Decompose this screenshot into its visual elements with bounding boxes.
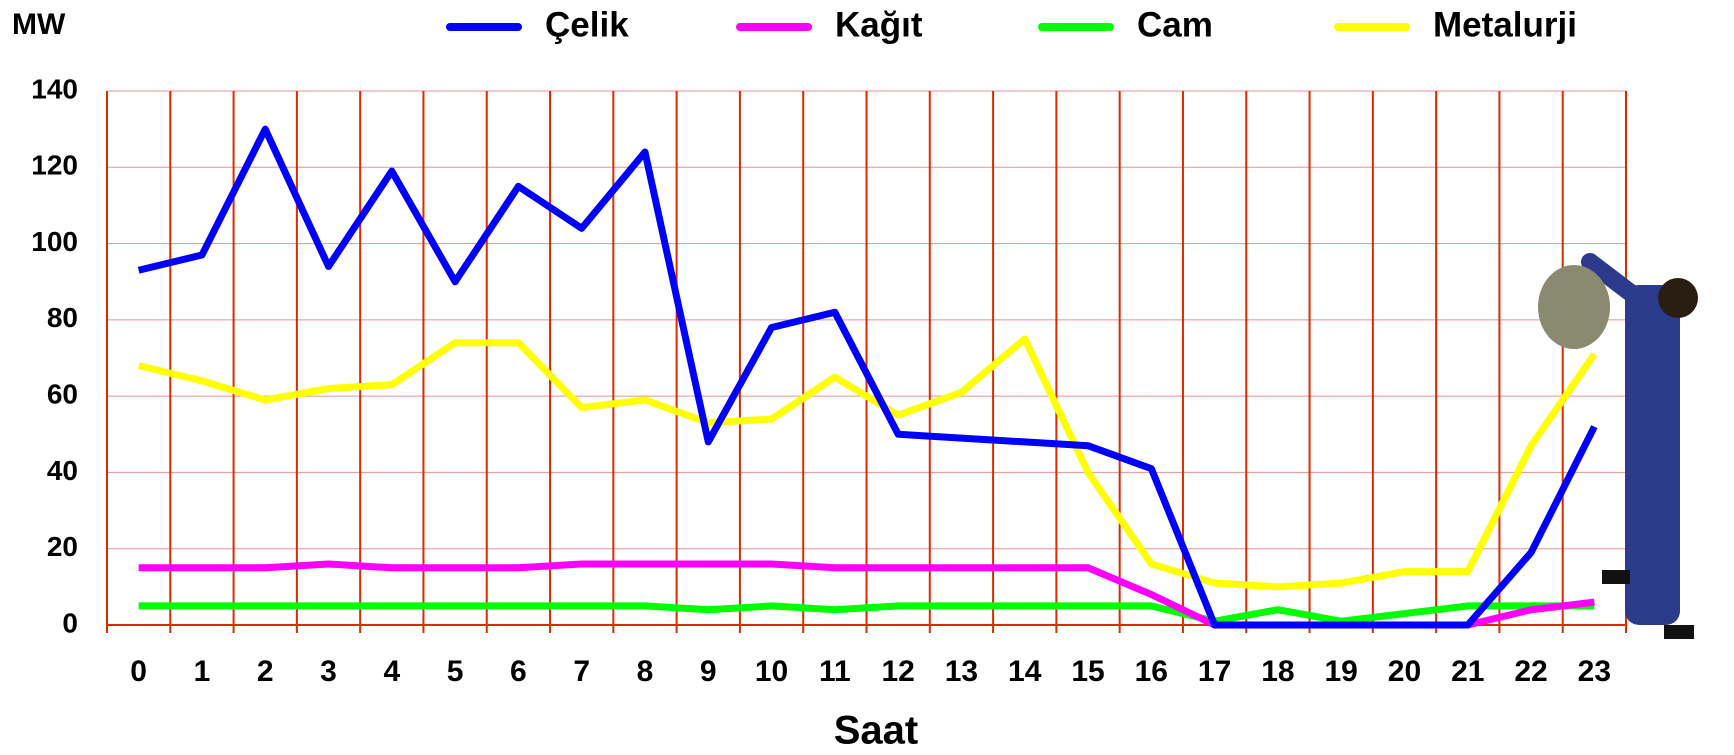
x-tick-label: 5 [447, 655, 464, 688]
x-tick-label: 20 [1388, 655, 1421, 688]
x-tick-label: 12 [881, 655, 914, 688]
y-tick-label: 20 [47, 531, 78, 562]
x-tick-label: 11 [819, 655, 851, 688]
y-axis-title: MW [12, 8, 66, 41]
x-tick-label: 19 [1325, 655, 1358, 688]
x-axis-title: Saat [834, 709, 919, 753]
y-tick-label: 100 [31, 226, 78, 257]
x-tick-label: 23 [1578, 655, 1611, 688]
x-tick-label: 17 [1198, 655, 1231, 688]
chart: MW Saat 02040608010012014001234567891011… [0, 0, 1734, 755]
x-tick-label: 21 [1451, 655, 1484, 688]
legend-label: Kağıt [835, 5, 923, 44]
x-tick-label: 0 [130, 655, 147, 688]
x-tick-label: 8 [637, 655, 654, 688]
x-tick-label: 13 [945, 655, 978, 688]
y-tick-label: 140 [31, 73, 78, 104]
x-tick-label: 22 [1514, 655, 1547, 688]
y-tick-label: 0 [62, 607, 78, 638]
x-tick-label: 7 [573, 655, 590, 688]
y-tick-label: 60 [47, 379, 78, 410]
legend-label: Metalurji [1433, 5, 1577, 44]
x-tick-label: 4 [383, 655, 400, 688]
x-tick-label: 9 [700, 655, 717, 688]
x-tick-label: 3 [320, 655, 337, 688]
x-tick-label: 18 [1261, 655, 1294, 688]
x-tick-label: 14 [1008, 655, 1042, 688]
x-tick-label: 16 [1135, 655, 1168, 688]
x-tick-label: 10 [755, 655, 788, 688]
y-tick-label: 80 [47, 302, 78, 333]
x-tick-label: 6 [510, 655, 527, 688]
x-tick-label: 15 [1071, 655, 1104, 688]
legend-label: Çelik [545, 5, 629, 44]
x-tick-label: 2 [257, 655, 274, 688]
y-tick-label: 120 [31, 150, 78, 181]
x-tick-label: 1 [194, 655, 211, 688]
y-tick-label: 40 [47, 455, 78, 486]
legend-label: Cam [1137, 5, 1213, 44]
